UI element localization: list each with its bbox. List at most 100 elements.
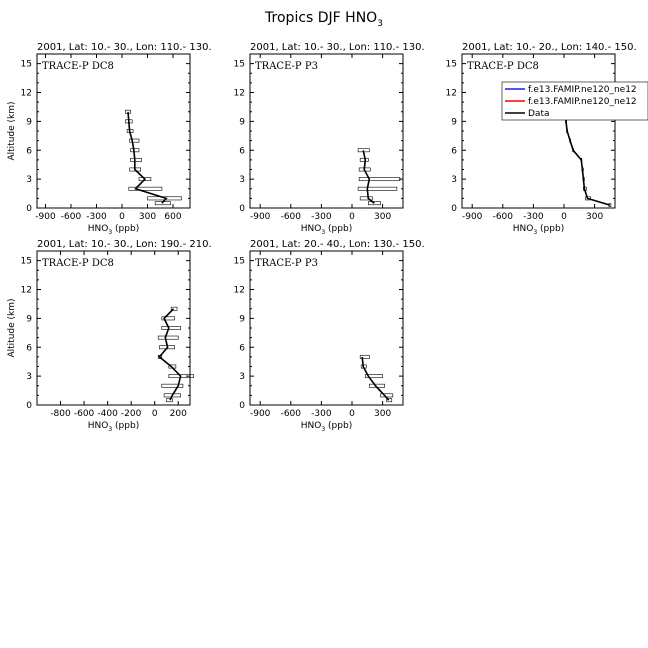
y-tick-label: 0: [239, 204, 245, 214]
y-axis-label: Altitude (km): [7, 101, 17, 160]
y-tick-label: 9: [239, 117, 245, 127]
x-axis-label-main: HNO: [88, 421, 109, 431]
x-tick-label: 300: [586, 212, 603, 222]
y-tick-label: 15: [446, 60, 457, 70]
data-profile-line: [127, 111, 168, 204]
y-axis-label: Altitude (km): [7, 298, 17, 357]
panel-1: 2001, Lat: 10.- 30., Lon: 110.- 130. TRAC…: [7, 42, 212, 236]
campaign-label: TRACE-P DC8: [467, 61, 539, 72]
x-axis-label-unit: (ppb): [112, 224, 139, 234]
y-tick-label: 12: [234, 89, 245, 99]
x-tick-label: 300: [374, 212, 391, 222]
panel-5: 2001, Lat: 20.- 40., Lon: 130.- 150. TRAC…: [234, 239, 425, 433]
x-axis-label-main: HNO: [301, 421, 322, 431]
panel-header: 2001, Lat: 10.- 30., Lon: 110.- 130.: [37, 42, 212, 53]
x-tick-label: -800: [50, 409, 71, 419]
x-tick-label: -600: [61, 212, 82, 222]
legend-entry: f.e13.FAMIP.ne120_ne12: [528, 85, 637, 95]
y-tick-label: 9: [26, 314, 32, 324]
x-axis-label: HNO3 (ppb): [88, 224, 139, 236]
x-tick-label: 0: [561, 212, 567, 222]
error-bar: [166, 398, 173, 403]
x-tick-label: 600: [164, 212, 181, 222]
y-tick-label: 9: [451, 117, 457, 127]
error-bar: [161, 383, 184, 388]
x-axis-label-main: HNO: [88, 224, 109, 234]
x-axis-label-unit: (ppb): [112, 421, 139, 431]
error-bar: [161, 326, 181, 330]
campaign-label: TRACE-P DC8: [42, 61, 114, 72]
x-tick-label: -400: [97, 409, 118, 419]
x-tick-label: -600: [281, 212, 302, 222]
error-bar: [129, 138, 140, 143]
x-tick-label: -900: [250, 212, 271, 222]
x-axis-label-main: HNO: [513, 224, 534, 234]
x-tick-label: 0: [152, 409, 158, 419]
y-tick-label: 3: [26, 372, 32, 382]
panel-4: 2001, Lat: 10.- 30., Lon: 190.- 210. TRAC…: [7, 239, 212, 433]
x-axis-label-unit: (ppb): [537, 224, 564, 234]
error-bar: [161, 316, 175, 321]
error-bar: [368, 201, 381, 206]
panel-header: 2001, Lat: 10.- 30., Lon: 110.- 130.: [250, 42, 425, 53]
x-axis-label: HNO3 (ppb): [513, 224, 564, 236]
x-axis-label-sub: 3: [321, 426, 325, 433]
error-bar: [138, 177, 152, 182]
error-bar: [130, 157, 142, 162]
x-tick-label: -900: [462, 212, 483, 222]
data-profile-line: [158, 308, 182, 401]
campaign-label: TRACE-P P3: [255, 258, 318, 269]
error-bar: [359, 354, 370, 359]
y-tick-label: 15: [21, 257, 32, 267]
y-tick-label: 3: [451, 175, 457, 185]
y-tick-label: 6: [239, 343, 245, 353]
y-tick-label: 9: [239, 314, 245, 324]
panel-header: 2001, Lat: 10.- 20., Lon: 140.- 150.: [462, 42, 637, 53]
x-tick-label: -600: [493, 212, 514, 222]
x-axis-label-unit: (ppb): [325, 224, 352, 234]
x-tick-label: -600: [281, 409, 302, 419]
y-tick-label: 0: [26, 204, 32, 214]
data-profile-line: [362, 150, 375, 204]
error-bar: [585, 196, 591, 201]
x-tick-label: 0: [349, 409, 355, 419]
y-tick-label: 9: [26, 117, 32, 127]
y-tick-label: 12: [21, 89, 32, 99]
error-bar: [359, 196, 373, 201]
y-tick-label: 12: [446, 89, 457, 99]
panel-header: 2001, Lat: 10.- 30., Lon: 190.- 210.: [37, 239, 212, 250]
y-tick-label: 15: [234, 257, 245, 267]
y-tick-label: 12: [234, 286, 245, 296]
campaign-label: TRACE-P P3: [255, 61, 318, 72]
x-tick-label: 300: [139, 212, 156, 222]
y-tick-label: 3: [239, 372, 245, 382]
x-tick-label: -300: [86, 212, 107, 222]
error-bar: [357, 186, 398, 191]
y-tick-label: 6: [26, 146, 32, 156]
x-axis-label-main: HNO: [301, 224, 322, 234]
y-tick-label: 3: [26, 175, 32, 185]
x-tick-label: 0: [349, 212, 355, 222]
x-tick-label: 0: [119, 212, 125, 222]
legend-entry: f.e13.FAMIP.ne120_ne12: [528, 97, 637, 107]
y-tick-label: 6: [451, 146, 457, 156]
legend-entry: Data: [528, 109, 550, 119]
x-tick-label: -200: [121, 409, 142, 419]
x-axis-label: HNO3 (ppb): [301, 421, 352, 433]
panel-2: 2001, Lat: 10.- 30., Lon: 110.- 130. TRAC…: [234, 42, 425, 236]
x-axis-label-sub: 3: [533, 229, 537, 236]
y-tick-label: 0: [26, 401, 32, 411]
figure-title: Tropics DJF HNO3: [264, 10, 383, 29]
y-tick-label: 3: [239, 175, 245, 185]
panel-3: 2001, Lat: 10.- 20., Lon: 140.- 150. TRAC…: [446, 42, 648, 236]
x-axis-label-sub: 3: [108, 229, 112, 236]
y-tick-label: 15: [234, 60, 245, 70]
y-tick-label: 6: [239, 146, 245, 156]
panel-header: 2001, Lat: 20.- 40., Lon: 130.- 150.: [250, 239, 425, 250]
data-profile-line: [565, 111, 611, 206]
data-profile-line: [361, 356, 390, 401]
x-tick-label: 300: [374, 409, 391, 419]
error-bar: [157, 335, 179, 340]
y-tick-label: 0: [239, 401, 245, 411]
